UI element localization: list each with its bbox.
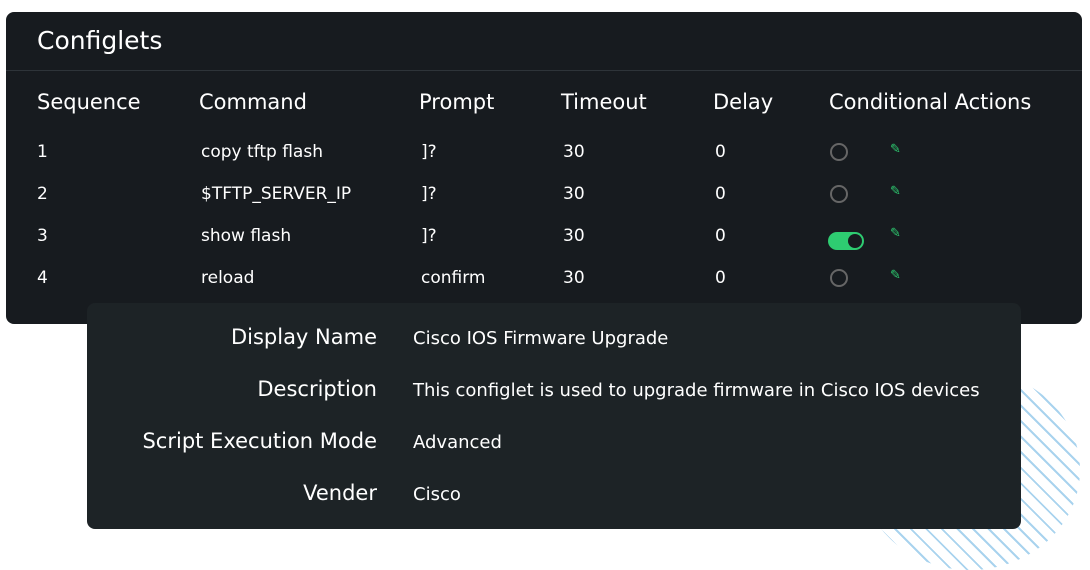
column-header: Prompt <box>419 90 495 114</box>
cell-timeout: 30 <box>563 184 585 204</box>
cell-command: show flash <box>201 226 292 246</box>
pencil-icon[interactable]: ✎ <box>890 226 901 241</box>
column-header: Delay <box>713 90 774 114</box>
detail-label: Script Execution Mode <box>142 429 377 453</box>
column-header: Command <box>199 90 307 114</box>
column-header: Sequence <box>37 90 141 114</box>
cell-delay: 0 <box>715 226 726 246</box>
configlet-details-card: Display Name Cisco IOS Firmware Upgrade De… <box>87 303 1021 529</box>
detail-value: Cisco <box>413 484 461 505</box>
configlets-panel: Configlets Sequence Command Prompt Timeout D… <box>6 12 1082 324</box>
detail-value: This configlet is used to upgrade firmwa… <box>413 380 980 401</box>
cell-timeout: 30 <box>563 268 585 288</box>
column-header: Conditional Actions <box>829 90 1032 114</box>
column-header: Timeout <box>561 90 647 114</box>
detail-value: Cisco IOS Firmware Upgrade <box>413 328 669 349</box>
cell-delay: 0 <box>715 184 726 204</box>
pencil-icon[interactable]: ✎ <box>890 142 901 157</box>
cell-seq: 3 <box>37 226 48 246</box>
detail-label: Vender <box>303 481 377 505</box>
conditional-toggle[interactable] <box>828 232 864 250</box>
panel-title: Configlets <box>37 26 163 55</box>
detail-value: Advanced <box>413 432 502 453</box>
cell-delay: 0 <box>715 142 726 162</box>
pencil-icon[interactable]: ✎ <box>890 184 901 199</box>
cell-timeout: 30 <box>563 226 585 246</box>
cell-prompt: ]? <box>421 142 437 162</box>
detail-label: Display Name <box>230 325 377 349</box>
cell-seq: 1 <box>37 142 48 162</box>
cell-prompt: ]? <box>421 226 437 246</box>
conditional-radio[interactable] <box>830 269 848 287</box>
cell-prompt: confirm <box>421 268 486 288</box>
conditional-radio[interactable] <box>830 185 848 203</box>
cell-command: reload <box>201 268 255 288</box>
divider <box>6 70 1082 71</box>
cell-timeout: 30 <box>563 142 585 162</box>
cell-seq: 2 <box>37 184 48 204</box>
cell-prompt: ]? <box>421 184 437 204</box>
cell-command: copy tftp flash <box>201 142 323 162</box>
cell-delay: 0 <box>715 268 726 288</box>
cell-command: $TFTP_SERVER_IP <box>201 184 352 204</box>
conditional-radio[interactable] <box>830 143 848 161</box>
detail-label: Description <box>257 377 377 401</box>
pencil-icon[interactable]: ✎ <box>890 268 901 283</box>
cell-seq: 4 <box>37 268 48 288</box>
